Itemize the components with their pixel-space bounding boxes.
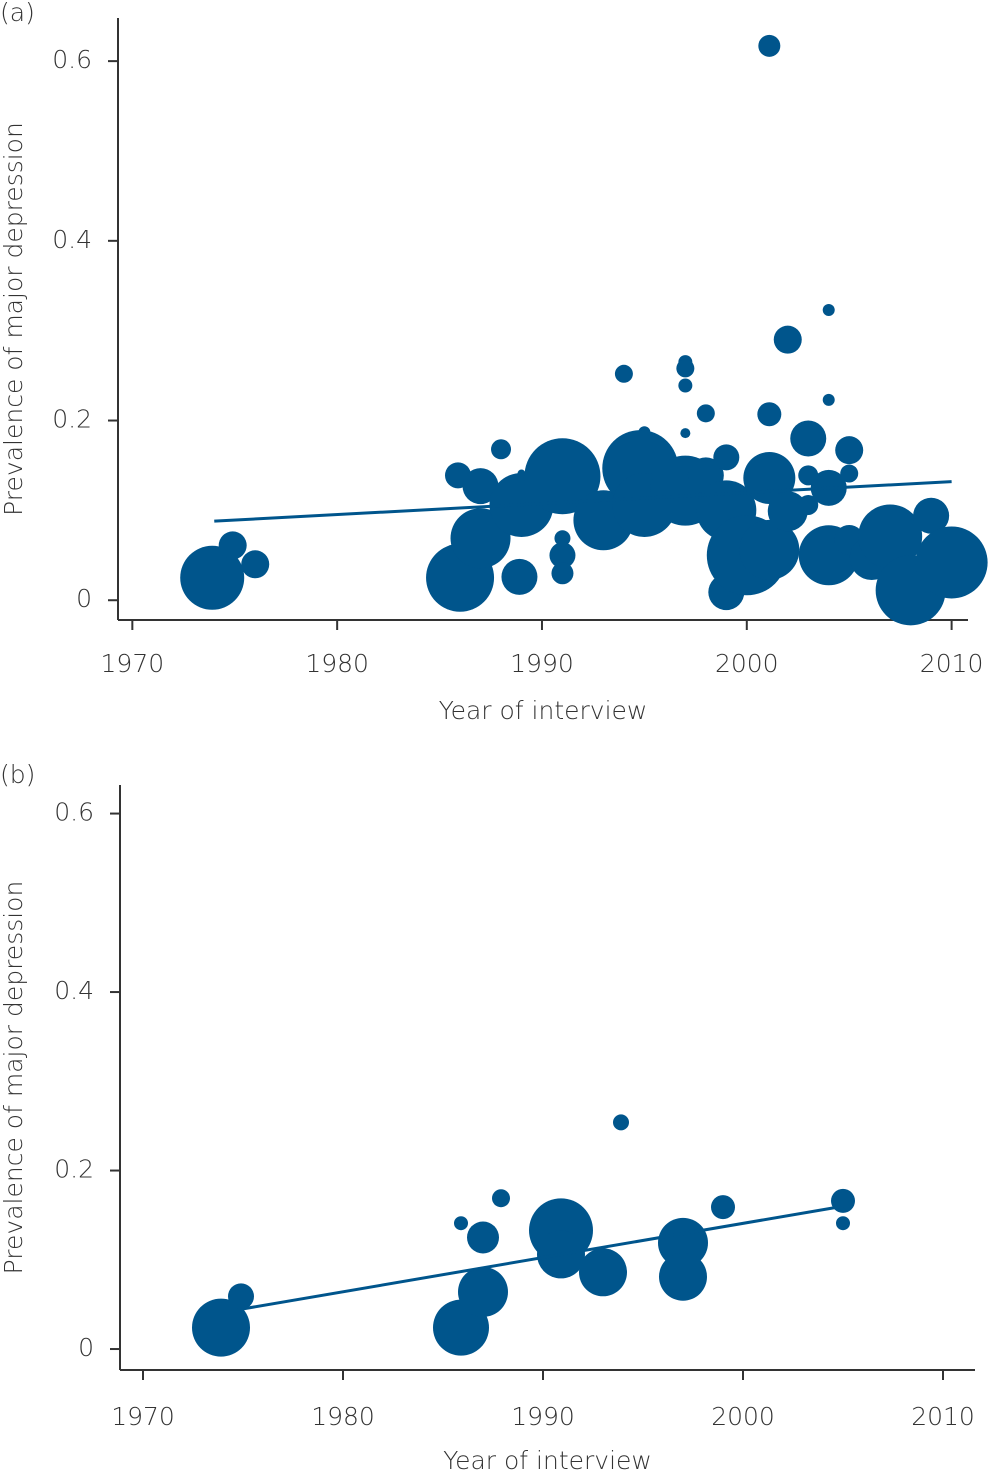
y-tick-label: 0.2	[54, 1155, 94, 1184]
y-tick-label: 0.6	[54, 798, 94, 827]
bubble	[491, 439, 512, 460]
bubble	[831, 1188, 855, 1213]
x-tick-label: 1970	[101, 649, 165, 678]
bubble	[913, 497, 950, 534]
bubble	[501, 558, 538, 595]
bubble	[678, 378, 693, 393]
bubble	[773, 325, 802, 354]
bubble	[696, 404, 715, 423]
x-tick-label: 1990	[510, 649, 574, 678]
bubble	[192, 1298, 250, 1357]
bubble	[840, 464, 859, 483]
y-tick-label: 0.2	[52, 405, 92, 434]
bubble	[551, 562, 574, 585]
x-tick-label: 2010	[920, 649, 984, 678]
bubble	[454, 1216, 468, 1231]
bubble	[915, 526, 988, 599]
x-tick-label: 1990	[511, 1402, 575, 1431]
y-tick-label: 0.6	[52, 45, 92, 74]
y-tick-label: 0.4	[54, 976, 94, 1005]
bubble	[524, 438, 601, 515]
y-tick-label: 0.4	[52, 225, 92, 254]
x-tick-label: 2010	[911, 1402, 975, 1431]
x-tick-label: 2000	[711, 1402, 775, 1431]
bubble	[218, 531, 247, 560]
bubble	[458, 1266, 508, 1317]
bubble	[798, 494, 819, 515]
bubble	[680, 428, 691, 439]
bubble	[711, 1195, 735, 1220]
bubble	[180, 545, 245, 610]
bubble	[757, 402, 782, 427]
bubble	[549, 542, 576, 569]
panel-label: (a)	[0, 0, 35, 27]
panel-label: (b)	[0, 760, 35, 789]
bubble	[767, 491, 808, 532]
bubble	[835, 436, 864, 465]
x-tick-label: 2000	[715, 649, 779, 678]
y-tick-label: 0	[76, 584, 92, 613]
trend-line	[214, 480, 952, 523]
bubble	[467, 1221, 499, 1254]
y-tick-label: 0	[78, 1333, 94, 1362]
bubble	[836, 1216, 850, 1231]
y-axis-title: Prevalence of major depression	[0, 122, 28, 516]
bubble	[790, 420, 827, 457]
bubble	[554, 530, 571, 547]
bubble	[492, 1189, 510, 1208]
x-tick-label: 1970	[111, 1402, 175, 1431]
bubble	[739, 519, 800, 580]
bubble	[614, 364, 633, 383]
bubble	[579, 1248, 627, 1297]
bubble	[822, 393, 835, 406]
bubble	[228, 1283, 254, 1310]
bubble	[758, 34, 781, 57]
x-axis-title: Year of interview	[443, 1446, 652, 1475]
x-tick-label: 1980	[311, 1402, 375, 1431]
x-tick-label: 1980	[305, 649, 369, 678]
bubble	[613, 1114, 629, 1131]
bubble	[462, 468, 499, 505]
bubble	[822, 304, 835, 317]
bubble	[858, 504, 923, 569]
y-axis-title: Prevalence of major depression	[0, 881, 28, 1275]
bubble	[676, 359, 695, 378]
x-axis-title: Year of interview	[439, 696, 648, 725]
bubble	[713, 444, 740, 471]
trend-line	[242, 1204, 844, 1311]
bubble	[241, 550, 270, 579]
bubble	[659, 1252, 707, 1301]
